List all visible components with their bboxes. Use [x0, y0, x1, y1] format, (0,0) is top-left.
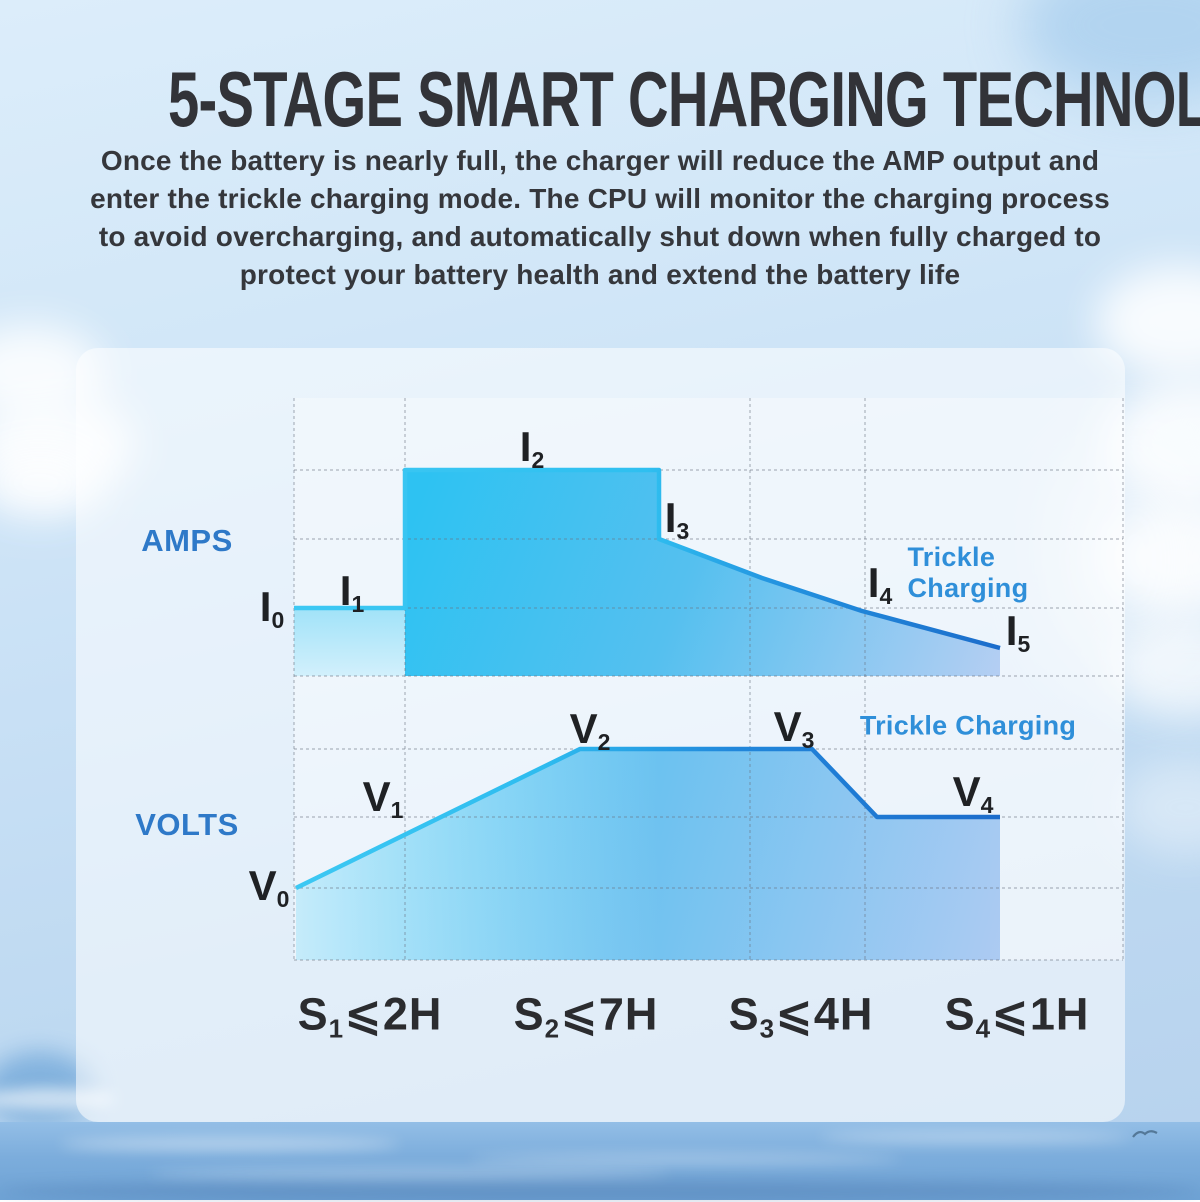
- label-sub: 4: [879, 583, 893, 610]
- label-base: S: [728, 988, 760, 1040]
- label-sub: 4: [975, 1013, 992, 1044]
- label-rest: ⩽7H: [560, 988, 659, 1040]
- subtitle-line-4: protect your battery health and extend t…: [239, 259, 961, 290]
- water-shadow: [0, 1180, 1200, 1202]
- stage-label-s4: S4⩽1H: [944, 988, 1090, 1044]
- amps-point-label-i1: I1: [339, 567, 365, 618]
- volts-point-label-v0: V0: [248, 862, 290, 913]
- volts-point-label-v3: V3: [773, 703, 815, 754]
- label-base: I: [259, 583, 272, 630]
- volts-axis-label: VOLTS: [135, 807, 239, 842]
- label-base: I: [339, 567, 352, 614]
- label-sub: 3: [676, 518, 690, 545]
- label-sub: 0: [276, 886, 290, 913]
- label-sub: 1: [351, 591, 365, 618]
- subtitle-line-1: Once the battery is nearly full, the cha…: [100, 145, 1100, 176]
- label-sub: 0: [271, 607, 285, 634]
- amps-trickle-label: Trickle Charging: [907, 542, 1029, 603]
- amps-point-label-i5: I5: [1005, 607, 1031, 658]
- label-base: I: [519, 423, 532, 470]
- label-sub: 5: [1017, 631, 1031, 658]
- water-streak: [60, 1138, 400, 1150]
- label-base: V: [362, 773, 391, 820]
- water-streak: [820, 1132, 1130, 1142]
- volts-point-label-v1: V1: [362, 773, 404, 824]
- amps-point-label-i3: I3: [664, 494, 690, 545]
- water-streak: [150, 1168, 670, 1180]
- label-base: S: [944, 988, 976, 1040]
- label-sub: 2: [544, 1013, 561, 1044]
- page-title: 5-STAGE SMART CHARGING TECHNOLOGY: [167, 55, 1200, 143]
- stage-label-s3: S3⩽4H: [728, 988, 874, 1044]
- water-streak: [470, 1154, 900, 1164]
- water-band: [0, 1122, 1200, 1202]
- label-base: I: [664, 494, 677, 541]
- label-sub: 1: [328, 1013, 345, 1044]
- label-sub: 3: [801, 727, 815, 754]
- label-rest: ⩽1H: [991, 988, 1090, 1040]
- label-rest: ⩽2H: [344, 988, 443, 1040]
- volts-point-label-v2: V2: [569, 705, 611, 756]
- label-sub: 2: [597, 729, 611, 756]
- label-base: I: [1005, 607, 1018, 654]
- subtitle-line-2: enter the trickle charging mode. The CPU…: [90, 183, 1110, 214]
- subtitle-line-3: to avoid overcharging, and automatically…: [98, 221, 1102, 252]
- label-base: V: [248, 862, 277, 909]
- label-base: S: [513, 988, 545, 1040]
- volts-point-label-v4: V4: [952, 768, 994, 819]
- amps-point-label-i2: I2: [519, 423, 545, 474]
- label-sub: 2: [531, 447, 545, 474]
- amps-point-label-i0: I0: [259, 583, 285, 634]
- label-base: V: [952, 768, 981, 815]
- label-rest: ⩽4H: [775, 988, 874, 1040]
- amps-point-label-i4: I4: [867, 559, 893, 610]
- label-sub: 3: [759, 1013, 776, 1044]
- label-sub: 1: [390, 797, 404, 824]
- volts-trickle-label: Trickle Charging: [859, 710, 1077, 741]
- label-sub: 4: [980, 792, 994, 819]
- label-base: I: [867, 559, 880, 606]
- label-base: V: [773, 703, 802, 750]
- stage-label-s1: S1⩽2H: [297, 988, 443, 1044]
- amps-axis-label: AMPS: [141, 523, 233, 558]
- page-subtitle: Once the battery is nearly full, the cha…: [0, 142, 1200, 294]
- label-base: S: [297, 988, 329, 1040]
- label-base: V: [569, 705, 598, 752]
- stage-label-s2: S2⩽7H: [513, 988, 659, 1044]
